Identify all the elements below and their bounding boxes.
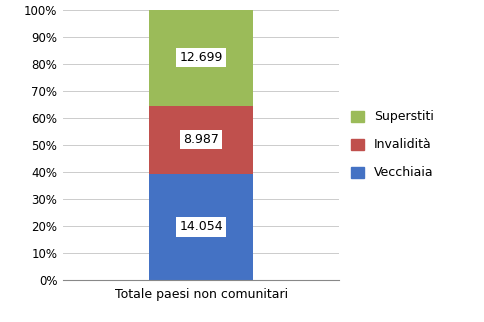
Text: 8.987: 8.987 bbox=[183, 133, 219, 146]
Bar bbox=[149, 10, 253, 106]
Bar bbox=[149, 106, 253, 174]
Bar bbox=[149, 174, 253, 280]
Text: 14.054: 14.054 bbox=[179, 221, 223, 233]
Text: 12.699: 12.699 bbox=[179, 51, 223, 64]
Legend: Superstiti, Invalidità, Vecchiaia: Superstiti, Invalidità, Vecchiaia bbox=[350, 110, 433, 179]
